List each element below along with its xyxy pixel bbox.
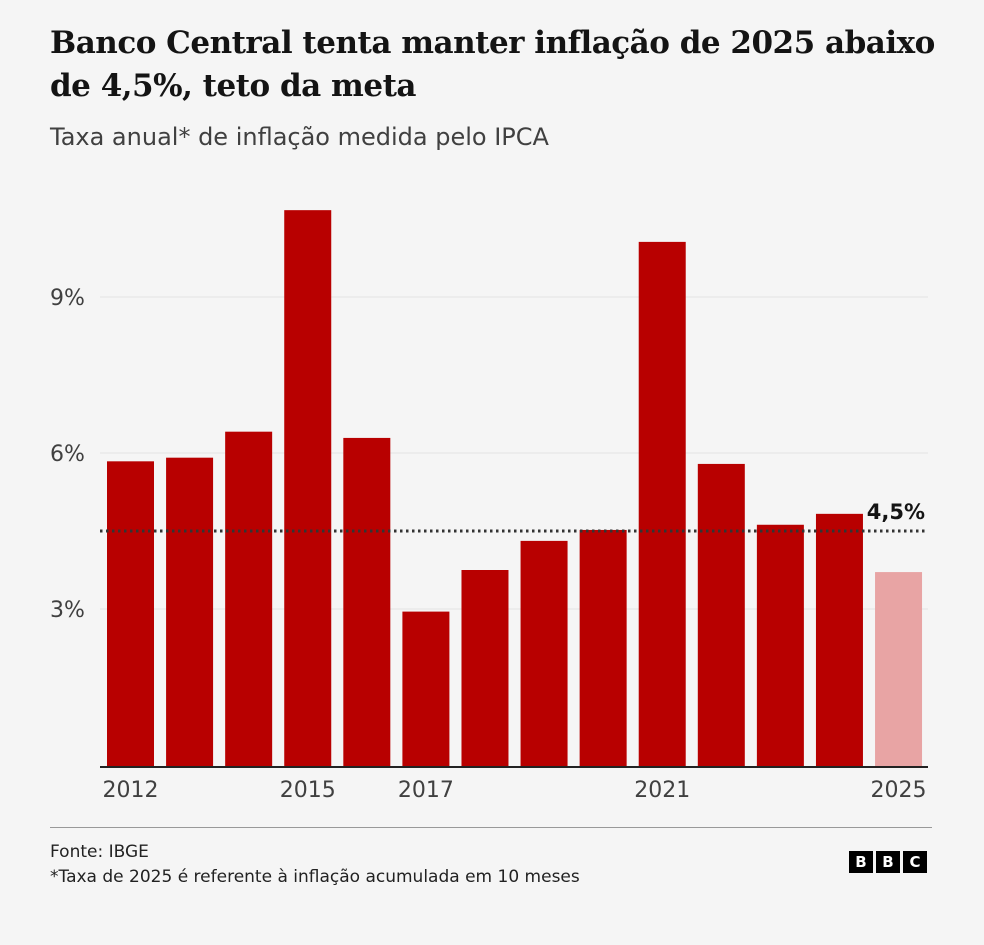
bar-2017 [402,611,450,767]
bar-2020 [579,529,627,767]
bar-2023 [756,524,804,767]
x-tick-label: 2017 [398,778,454,803]
x-tick-label: 2025 [871,778,927,803]
chart-subtitle: Taxa anual* de inflação medida pelo IPCA [50,123,549,151]
y-tick-label: 3% [50,598,85,623]
bar-2015 [284,210,332,767]
footnote-text: *Taxa de 2025 é referente à inflação acu… [50,867,580,887]
bar-2024 [815,513,863,767]
bar-2019 [520,540,568,767]
y-tick-label: 6% [50,442,85,467]
bar-2013 [166,457,214,767]
bbc-logo-b2: B [876,851,900,873]
footer-divider [50,827,932,828]
reference-line-label: 4,5% [867,500,925,524]
bar-2012 [107,461,154,767]
bbc-logo: B B C [849,851,927,873]
bar-2021 [638,241,686,767]
bbc-logo-b1: B [849,851,873,873]
x-tick-label: 2012 [103,778,159,803]
bar-2014 [225,431,273,767]
x-tick-label: 2021 [634,778,690,803]
bar-2016 [343,437,391,767]
chart-title: Banco Central tenta manter inflação de 2… [50,25,935,104]
source-text: Fonte: IBGE [50,842,149,862]
bar-2025 [875,572,923,767]
bar-2022 [697,463,745,767]
y-tick-label: 9% [50,286,85,311]
bbc-logo-c: C [903,851,927,873]
x-tick-label: 2015 [280,778,336,803]
bar-2018 [461,570,509,767]
